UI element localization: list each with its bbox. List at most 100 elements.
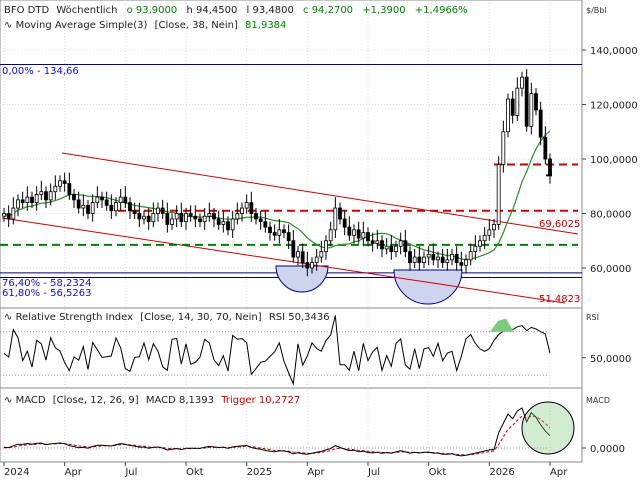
candle-down xyxy=(123,196,128,203)
rsi-layer xyxy=(0,315,551,386)
macd-tick-label: 0,0000 xyxy=(590,444,625,455)
candle xyxy=(81,194,86,217)
rsi-label: Relative Strength Index xyxy=(16,312,134,323)
candle-up xyxy=(398,240,403,247)
candle xyxy=(30,191,34,209)
candle xyxy=(254,208,258,225)
rsi-params: [Close, 14, 30, 70, Nein] xyxy=(140,312,261,323)
candle xyxy=(174,205,179,228)
candle xyxy=(431,243,436,266)
candle-up xyxy=(501,131,506,165)
candle xyxy=(235,202,240,225)
candle xyxy=(478,235,482,252)
candle-up xyxy=(221,221,226,225)
bottom-circle-2 xyxy=(393,269,463,305)
candle-up xyxy=(422,256,426,263)
candle xyxy=(53,175,58,200)
time-tick-label: 2024 xyxy=(4,467,29,478)
candle xyxy=(128,197,132,219)
candle xyxy=(16,194,20,217)
candle-up xyxy=(2,213,6,217)
candle-up xyxy=(384,245,389,250)
candle xyxy=(468,243,473,266)
candle xyxy=(417,246,422,271)
candle-up xyxy=(529,93,534,127)
candle-up xyxy=(114,202,118,212)
candle-up xyxy=(240,207,244,214)
candle-up xyxy=(515,87,520,116)
candle-up xyxy=(184,213,188,223)
candle xyxy=(67,172,72,200)
candle-down xyxy=(431,253,436,261)
candle xyxy=(534,88,538,116)
header-symbol: BFO DTD xyxy=(4,5,49,16)
candle xyxy=(90,194,95,222)
candle-up xyxy=(235,213,240,220)
candle-down xyxy=(165,213,170,225)
candle xyxy=(464,254,468,274)
candle-up xyxy=(333,207,338,231)
time-tick-label: Okt xyxy=(429,467,447,478)
candle-down xyxy=(226,221,230,231)
rsi-unit: RSI xyxy=(586,313,599,322)
candle xyxy=(310,257,314,274)
candle xyxy=(25,186,30,211)
header-close: c 94,2700 xyxy=(303,5,353,16)
candle xyxy=(193,205,198,228)
header-change-pct: +1,4966% xyxy=(415,5,468,16)
candle xyxy=(333,197,338,239)
candle-up xyxy=(473,245,478,253)
candle-up xyxy=(496,164,501,225)
header-line: BFO DTD Wöchentlich o 93,9000 h 94,4500 … xyxy=(4,5,468,16)
price-tick-label: 100,0000 xyxy=(590,155,638,166)
candle xyxy=(20,191,25,209)
candle-down xyxy=(6,213,11,220)
candle-up xyxy=(53,185,58,193)
candle xyxy=(118,188,123,211)
candle xyxy=(244,194,249,214)
candle-up xyxy=(16,199,20,209)
candle-up xyxy=(436,256,440,261)
candle-down xyxy=(212,213,216,220)
candle-down xyxy=(44,191,48,201)
candle xyxy=(2,208,6,222)
candle xyxy=(184,208,188,230)
candle-up xyxy=(319,251,324,258)
candle xyxy=(286,224,291,249)
candle xyxy=(506,93,510,138)
candle xyxy=(538,101,543,146)
candle xyxy=(123,186,128,209)
candle xyxy=(142,210,146,225)
candle xyxy=(403,229,408,258)
candle-down xyxy=(403,240,408,253)
candle xyxy=(305,251,310,277)
moving-average-line xyxy=(3,130,551,261)
time-tick-label: Apr xyxy=(65,467,83,478)
candle-down xyxy=(282,229,286,233)
candle-up xyxy=(324,240,328,253)
candle-down xyxy=(67,183,72,195)
price-tick-label: 60,0000 xyxy=(590,264,631,275)
candle xyxy=(324,235,328,260)
candle xyxy=(356,221,361,244)
header-high: h 94,4500 xyxy=(186,5,237,16)
candle xyxy=(179,202,184,228)
candle-up xyxy=(156,207,160,214)
candle-up xyxy=(468,251,473,261)
candle xyxy=(146,208,151,230)
candle-up xyxy=(170,218,174,225)
candle xyxy=(520,71,524,97)
macd-label: MACD xyxy=(16,395,46,406)
candle-down xyxy=(510,98,515,116)
candle xyxy=(114,197,118,217)
time-tick-label: Apr xyxy=(307,467,325,478)
header-low: l 93,4800 xyxy=(247,5,294,16)
candle xyxy=(342,210,347,236)
candle-up xyxy=(450,253,454,261)
candle xyxy=(212,208,216,228)
fib-764-label: 76,40% - 58,2324 xyxy=(2,278,91,289)
candle-up xyxy=(81,204,86,209)
ma-value: 81,9384 xyxy=(245,20,286,31)
candle-up xyxy=(296,251,300,258)
